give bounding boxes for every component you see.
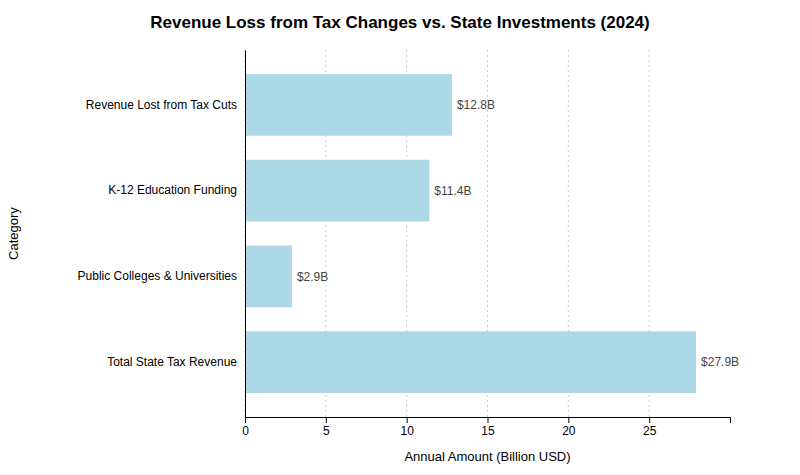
x-tick-mark [326,417,327,423]
y-axis-title: Category [6,207,21,260]
x-tick-mark [245,417,246,423]
x-tick-label: 10 [400,424,414,438]
bar [245,74,452,136]
y-tick-label: Revenue Lost from Tax Cuts [86,98,237,112]
x-axis: 0 5 10 15 20 25 [242,417,730,438]
bars [245,74,696,393]
axis-line [246,418,731,424]
y-tick: Total State Tax Revenue [107,355,245,369]
bar [245,160,429,222]
x-tick-mark [649,417,650,423]
grid-line [245,50,246,417]
x-tick: 5 [323,417,330,438]
y-tick-label: Total State Tax Revenue [107,355,237,369]
data-labels: $27.9B $2.9B $11.4B $12.8B [297,98,739,369]
y-tick: K-12 Education Funding [108,183,245,197]
x-tick-label: 0 [242,424,249,438]
x-tick-label: 5 [323,424,330,438]
data-label: $11.4B [434,184,471,198]
y-tick: Public Colleges & Universities [78,269,245,283]
bar [245,331,696,393]
y-tick-label: K-12 Education Funding [108,183,237,197]
x-tick-mark [488,417,489,423]
x-axis-title: Annual Amount (Billion USD) [404,449,570,464]
y-axis: Total State Tax Revenue Public Colleges &… [78,51,246,418]
x-tick-label: 20 [562,424,576,438]
axis-line [245,51,246,418]
x-tick: 0 [242,417,249,438]
title: Revenue Loss from Tax Changes vs. State … [150,13,649,32]
x-tick: 10 [400,417,414,438]
x-tick: 20 [562,417,576,438]
x-tick-mark [407,417,408,423]
x-tick: 25 [643,417,657,438]
y-tick-label: Public Colleges & Universities [78,269,237,283]
x-tick-mark [568,417,569,423]
data-label: $27.9B [701,355,739,369]
data-label: $12.8B [457,98,495,112]
x-tick: 15 [481,417,495,438]
x-tick-label: 15 [481,424,495,438]
plot: 0 5 10 15 20 25 Total State Tax Revenue Public … [78,50,740,438]
y-tick: Revenue Lost from Tax Cuts [86,98,245,112]
x-tick-label: 25 [643,424,657,438]
data-label: $2.9B [297,270,328,284]
bar [245,246,292,308]
chart: 0 5 10 15 20 25 Total State Tax Revenue Public … [0,0,800,475]
